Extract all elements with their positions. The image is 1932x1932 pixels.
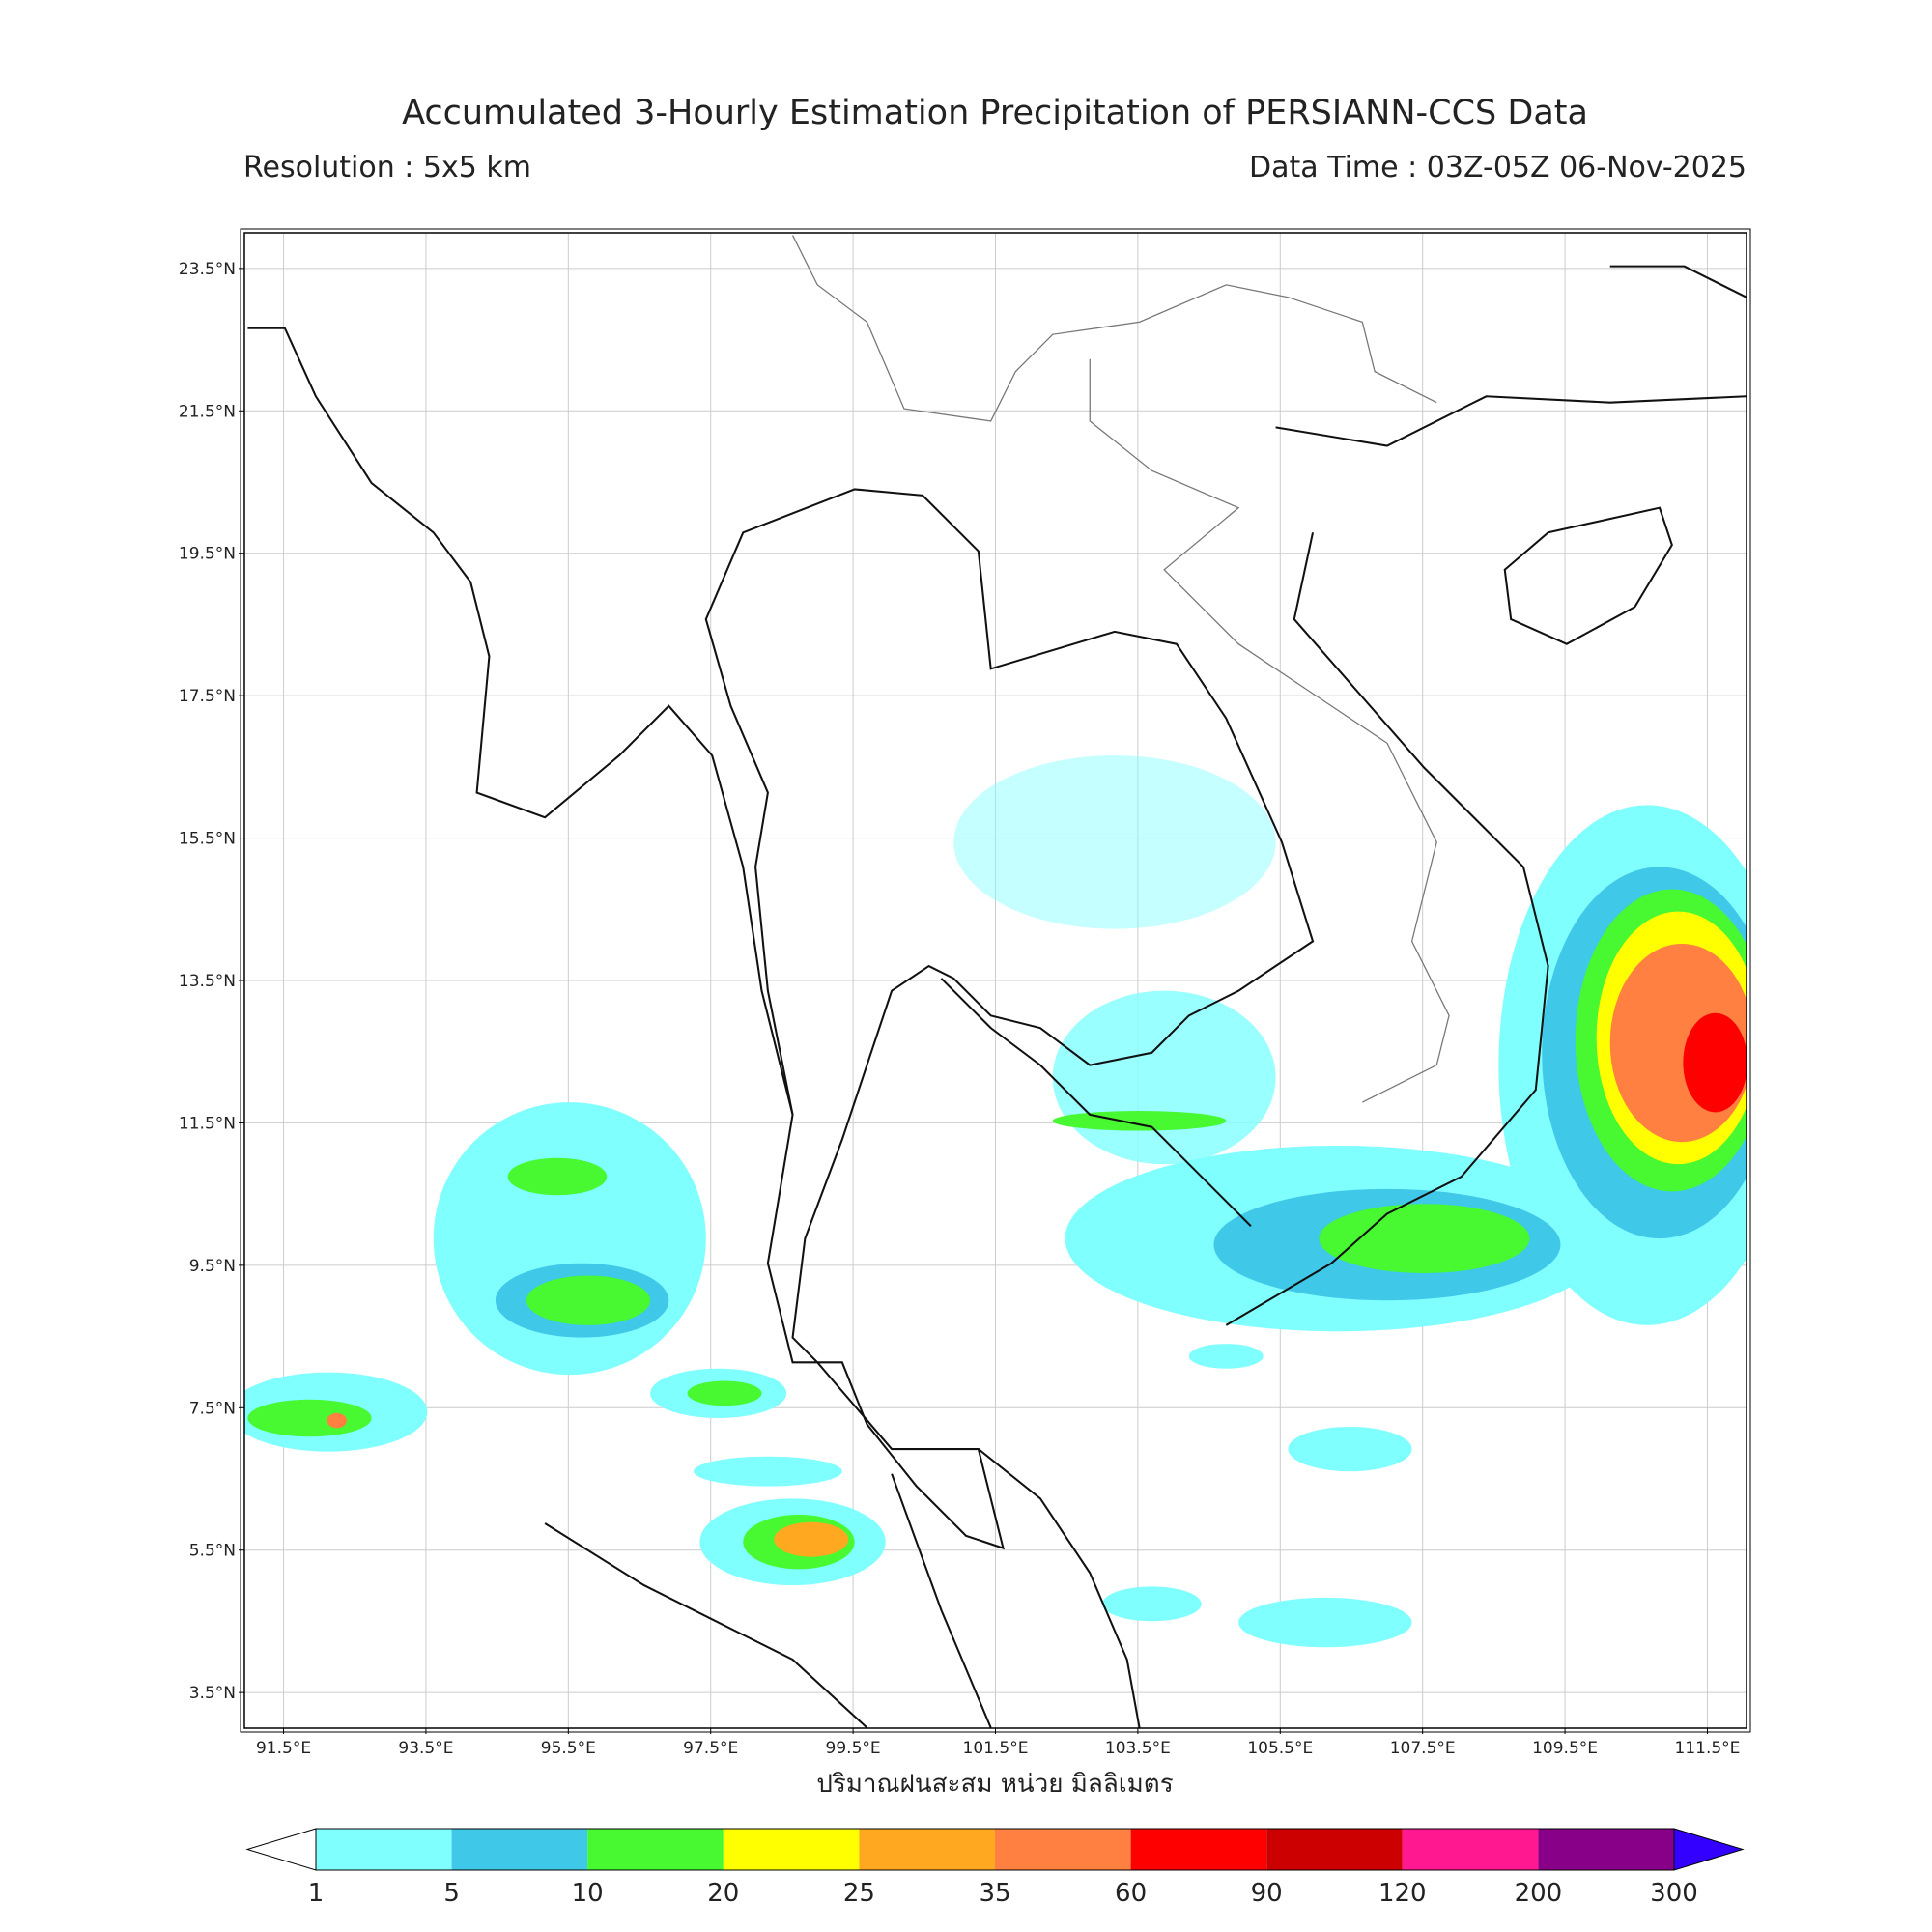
colorbar-tick-label: 1 bbox=[308, 1879, 325, 1908]
colorbar-tick-label: 5 bbox=[443, 1879, 460, 1908]
x-tick-label: 109.5°E bbox=[1532, 1739, 1598, 1758]
colorbar-box bbox=[1538, 1829, 1674, 1870]
x-tick-label: 111.5°E bbox=[1675, 1739, 1741, 1758]
x-tick-label: 103.5°E bbox=[1105, 1739, 1171, 1758]
colorbar-tick-label: 90 bbox=[1251, 1879, 1283, 1908]
y-tick-label: 19.5°N bbox=[179, 545, 236, 564]
colorbar-tick-label: 25 bbox=[843, 1879, 875, 1908]
map-content bbox=[244, 235, 1747, 1728]
x-tick-label: 105.5°E bbox=[1247, 1739, 1313, 1758]
colorbar: 1 5 10 20 25 35 60 90 120 200 300 bbox=[245, 1828, 1745, 1908]
y-tick-label: 13.5°N bbox=[179, 972, 236, 991]
colorbar-box bbox=[1402, 1829, 1539, 1870]
y-tick-label: 23.5°N bbox=[179, 260, 236, 279]
colorbar-tick-label: 300 bbox=[1650, 1879, 1698, 1908]
y-tick-label: 17.5°N bbox=[179, 687, 236, 706]
y-tick-label: 15.5°N bbox=[179, 830, 236, 849]
colorbar-box bbox=[1266, 1829, 1403, 1870]
colorbar-outline bbox=[315, 1828, 1675, 1871]
y-tick-label: 3.5°N bbox=[189, 1684, 236, 1703]
resolution: Resolution : 5x5 km bbox=[243, 151, 531, 185]
y-tick-label: 11.5°N bbox=[179, 1114, 236, 1133]
precipitation-field bbox=[244, 755, 1747, 1648]
colorbar-extend-high bbox=[1673, 1828, 1745, 1871]
colorbar-box bbox=[1130, 1829, 1267, 1870]
colorbar-box bbox=[316, 1829, 452, 1870]
x-tick-label: 99.5°E bbox=[826, 1739, 881, 1758]
grid bbox=[244, 233, 1747, 1728]
x-tick-label: 91.5°E bbox=[256, 1739, 311, 1758]
coastlines bbox=[247, 235, 1747, 1728]
y-tick-label: 9.5°N bbox=[189, 1257, 236, 1276]
colorbar-label: ปริมาณฝนสะสม หน่วย มิลลิเมตร bbox=[816, 1770, 1173, 1799]
x-tick-label: 101.5°E bbox=[963, 1739, 1029, 1758]
colorbar-box bbox=[995, 1829, 1131, 1870]
colorbar-box bbox=[451, 1829, 588, 1870]
y-tick-label: 21.5°N bbox=[179, 402, 236, 421]
y-tick-label: 7.5°N bbox=[189, 1399, 236, 1418]
colorbar-tick-label: 120 bbox=[1378, 1879, 1427, 1908]
colorbar-tick-label: 10 bbox=[572, 1879, 604, 1908]
colorbar-extend-low bbox=[245, 1828, 317, 1871]
data-time: Data Time : 03Z-05Z 06-Nov-2025 bbox=[1249, 151, 1747, 185]
x-tick-label: 93.5°E bbox=[398, 1739, 453, 1758]
colorbar-tick-label: 20 bbox=[707, 1879, 739, 1908]
colorbar-tick-label: 60 bbox=[1115, 1879, 1147, 1908]
x-tick-label: 97.5°E bbox=[683, 1739, 738, 1758]
colorbar-box bbox=[723, 1829, 860, 1870]
colorbar-box bbox=[587, 1829, 724, 1870]
title: Accumulated 3-Hourly Estimation Precipit… bbox=[402, 94, 1588, 132]
y-tick-label: 5.5°N bbox=[189, 1542, 236, 1561]
colorbar-box bbox=[859, 1829, 995, 1870]
x-tick-label: 95.5°E bbox=[541, 1739, 596, 1758]
colorbar-tick-label: 35 bbox=[979, 1879, 1010, 1908]
x-tick-label: 107.5°E bbox=[1390, 1739, 1456, 1758]
colorbar-tick-label: 200 bbox=[1515, 1879, 1563, 1908]
